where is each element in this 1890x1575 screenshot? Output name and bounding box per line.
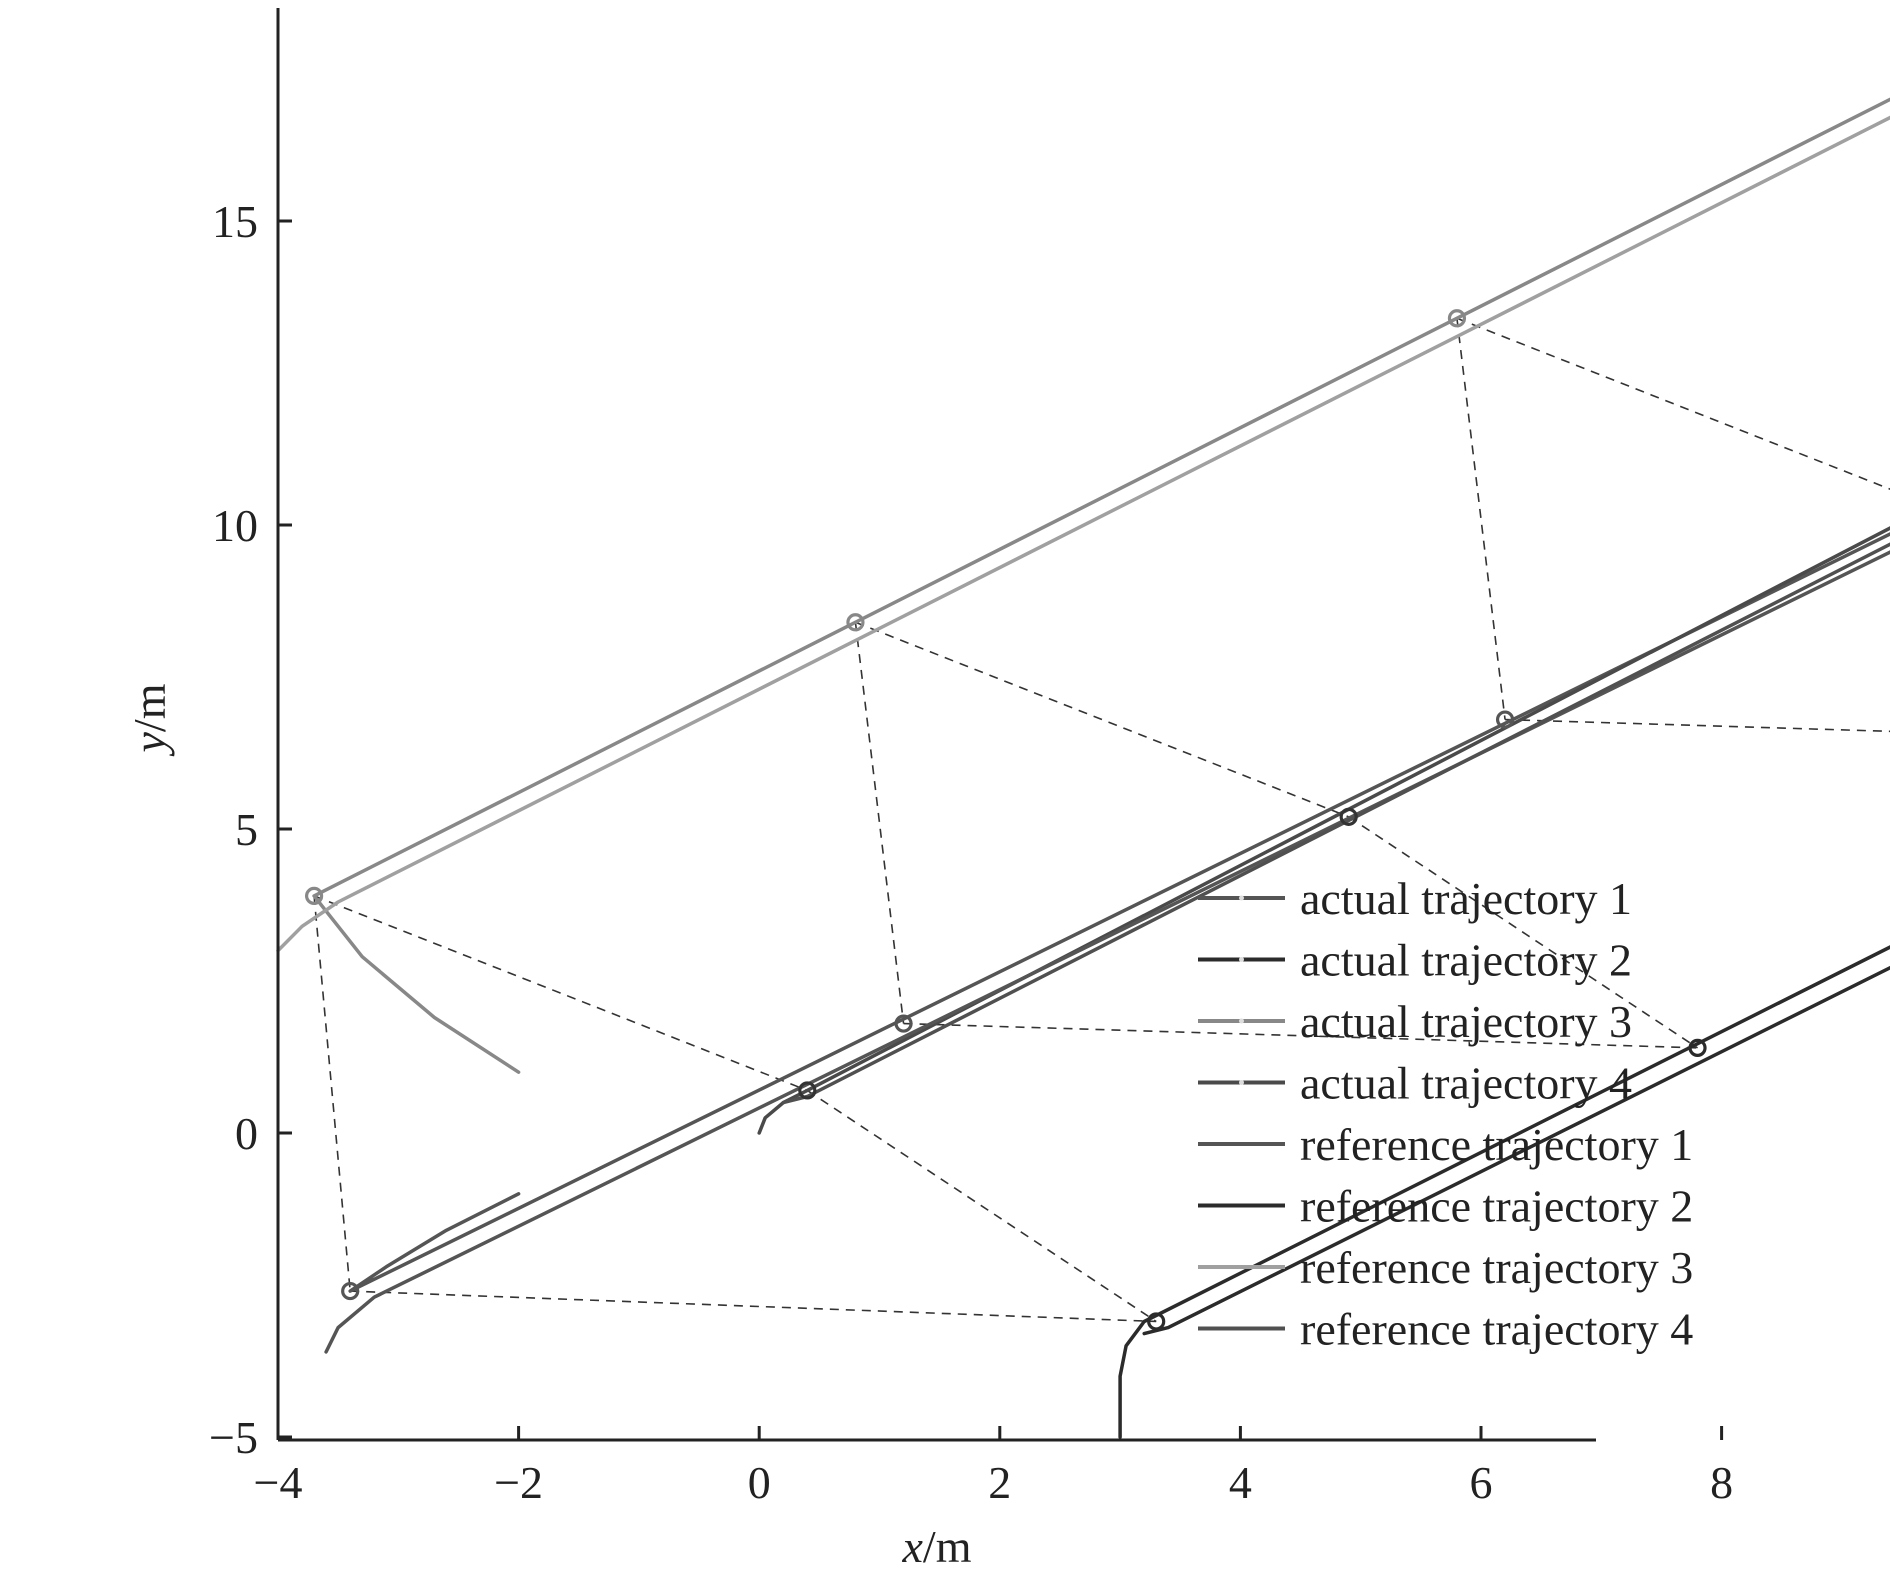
x-tick-label: 2 [988, 1457, 1011, 1508]
legend-swatch-dot [1239, 1080, 1244, 1085]
x-axis-label-var: x [902, 1521, 924, 1572]
series-line-6 [1142, 965, 1890, 1336]
legend: actual trajectory 1 actual trajectory 2 ac… [1198, 873, 1693, 1355]
series-line-2 [1118, 945, 1890, 1439]
y-tick-label: −5 [209, 1412, 258, 1463]
x-tick-label: 0 [748, 1457, 771, 1508]
legend-entry-label: actual trajectory 1 [1300, 873, 1632, 924]
formation-marker [1688, 1038, 1707, 1057]
x-tick-label: −4 [254, 1457, 303, 1508]
formation-marker [1339, 807, 1358, 826]
formation-marker [846, 613, 865, 632]
formation-markers-layer [304, 309, 1707, 1331]
formation-marker [304, 886, 324, 905]
series-line-3 [312, 97, 1890, 1074]
legend-entry-label: reference trajectory 3 [1300, 1242, 1693, 1293]
series-line-7 [276, 115, 1890, 953]
formation-link [1456, 317, 1890, 490]
x-axis-label-unit: /m [923, 1521, 972, 1572]
formation-link [903, 1022, 1698, 1049]
x-tick-label: 6 [1470, 1457, 1493, 1508]
x-axis-label: x/m [902, 1521, 972, 1572]
legend-entry-label: reference trajectory 2 [1300, 1181, 1693, 1232]
series-line-1 [348, 532, 1890, 1293]
legend-entry-label: reference trajectory 1 [1300, 1119, 1693, 1170]
formation-marker [341, 1281, 360, 1301]
legend-swatch-dot [1239, 895, 1244, 901]
formation-links-layer [313, 317, 1890, 1323]
formation-marker [1147, 1312, 1166, 1331]
legend-entry-label: reference trajectory 4 [1300, 1304, 1693, 1355]
y-axis-label: y/m [124, 683, 175, 756]
legend-entry-label: actual trajectory 4 [1300, 1058, 1632, 1109]
legend-swatch-dot [1239, 1018, 1244, 1024]
formation-link [806, 1089, 1157, 1323]
formation-link [855, 621, 1349, 818]
x-tick-label: 8 [1710, 1457, 1733, 1508]
formation-marker [894, 1014, 913, 1033]
formation-marker [1447, 309, 1467, 328]
y-axis-label-unit: /m [124, 683, 175, 732]
y-axis-label-var: y [124, 731, 175, 756]
formation-marker [798, 1081, 817, 1100]
y-tick-label: 10 [212, 500, 258, 551]
formation-link [350, 1290, 1157, 1323]
formation-link [1505, 718, 1890, 733]
formation-link [1348, 816, 1698, 1049]
formation-link [313, 895, 808, 1092]
x-tick-label: 4 [1229, 1457, 1252, 1508]
legend-entry-label: actual trajectory 2 [1300, 935, 1632, 986]
x-tick-label: −2 [494, 1457, 543, 1508]
axes [276, 8, 1596, 1442]
formation-link [313, 895, 351, 1292]
formation-link [1456, 318, 1506, 720]
y-tick-label: 15 [212, 196, 258, 247]
y-tick-label: 5 [235, 804, 258, 855]
formation-marker [1495, 710, 1515, 729]
formation-link [854, 622, 905, 1024]
legend-entry-label: actual trajectory 3 [1300, 996, 1632, 1047]
legend-swatch-dot [1239, 957, 1244, 962]
y-tick-label: 0 [235, 1108, 258, 1159]
